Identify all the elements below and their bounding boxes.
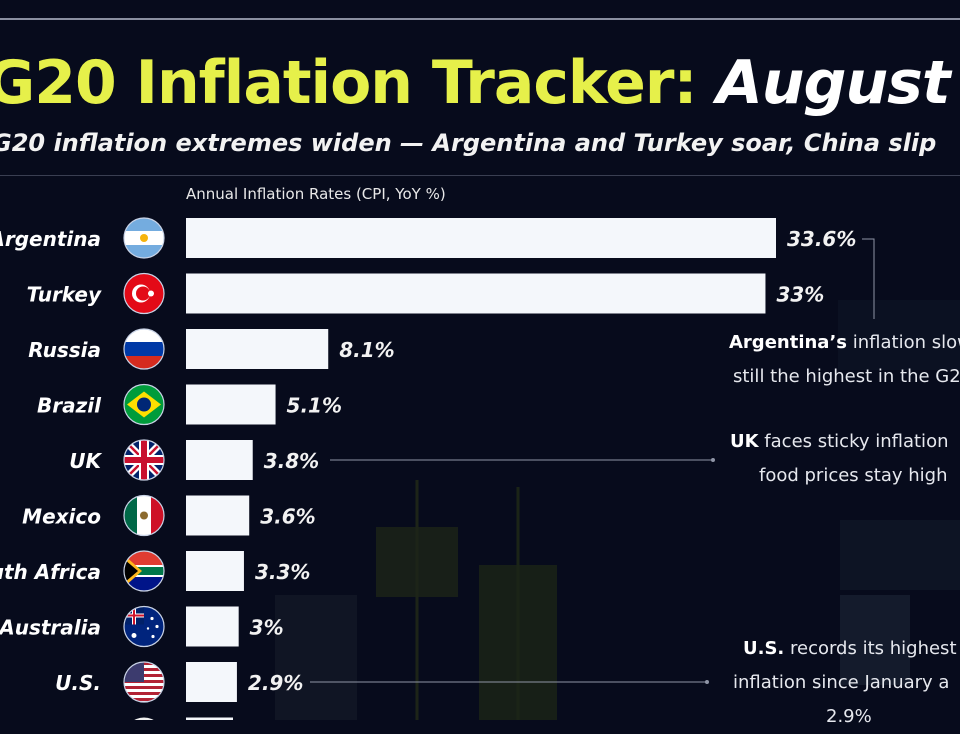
argentina-flag-icon — [123, 217, 165, 259]
bar-row: Russia 8.1% — [28, 328, 395, 370]
bar-row: South Africa 3.3% — [0, 550, 310, 592]
annotation-argentina: Argentina’s inflation slow still the hig… — [729, 326, 960, 394]
russia-flag-icon — [123, 328, 165, 370]
category-label: Russia — [28, 338, 101, 362]
annotation-text: 2.9% — [826, 706, 872, 727]
annotation-bold: Argentina’s — [729, 332, 848, 353]
bar — [186, 662, 237, 702]
turkey-flag-icon — [123, 272, 165, 315]
annotation-us: U.S. records its highest inflation since… — [733, 632, 957, 734]
bar — [186, 218, 776, 258]
category-label: U.S. — [55, 671, 101, 695]
category-label: Brazil — [37, 394, 102, 418]
bar — [186, 440, 253, 480]
category-label: Mexico — [22, 505, 101, 529]
subtitle: G20 inflation extremes widen — Argentina… — [0, 129, 937, 157]
bar — [186, 384, 276, 425]
chart-title: Annual Inflation Rates (CPI, YoY %) — [186, 185, 446, 203]
uk-flag-icon — [123, 439, 165, 481]
annotation-text: inflation slow — [847, 332, 960, 353]
us-flag-icon — [123, 661, 165, 703]
bar — [186, 273, 766, 314]
annotation-text: inflation since January a — [733, 672, 950, 693]
bar — [186, 329, 329, 369]
australia-flag-icon — [123, 605, 165, 648]
south-africa-flag-icon — [123, 550, 165, 592]
bar — [186, 717, 233, 720]
bar — [186, 495, 250, 536]
annotation-text: food prices stay high — [759, 465, 948, 486]
value-label: 3.8% — [264, 449, 319, 473]
flag-icon — [134, 717, 154, 720]
annotation-uk: UK faces sticky inflation food prices st… — [730, 425, 948, 493]
value-label: 5.1% — [287, 394, 342, 418]
value-label: 33% — [776, 283, 824, 307]
annotation-text: still the highest in the G2 — [733, 366, 960, 387]
value-label: 33.6% — [787, 227, 856, 251]
header-rule — [0, 175, 960, 176]
page-title: G20 Inflation Tracker: August — [0, 48, 951, 118]
title-month: August — [716, 48, 950, 118]
bar-row: UK 3.8% — [69, 439, 319, 481]
annotation-bold: UK — [730, 431, 759, 452]
bar-row: U.S. 2.9% — [55, 661, 303, 703]
bar-row: Argentina 33.6% — [0, 217, 856, 259]
annotation-bold: U.S. — [743, 638, 785, 659]
brazil-flag-icon — [123, 383, 165, 426]
value-label: 3% — [250, 616, 284, 640]
partial-row — [134, 717, 233, 720]
title-main: G20 Inflation Tracker: — [0, 48, 697, 118]
value-label: 2.9% — [248, 671, 303, 695]
bar — [186, 606, 239, 647]
bar — [186, 551, 244, 591]
category-label: Australia — [0, 616, 101, 640]
bar-row: Australia 3% — [0, 605, 284, 648]
value-label: 3.3% — [255, 560, 310, 584]
bar-row: Mexico 3.6% — [22, 494, 316, 537]
bar-row: Turkey 33% — [27, 272, 824, 315]
value-label: 3.6% — [260, 505, 315, 529]
bar-row: Brazil 5.1% — [37, 383, 342, 426]
mexico-flag-icon — [123, 494, 165, 537]
category-label: Argentina — [0, 227, 101, 251]
annotation-connectors — [310, 238, 875, 684]
category-label: UK — [69, 449, 102, 473]
category-label: South Africa — [0, 560, 101, 584]
value-label: 8.1% — [339, 338, 394, 362]
annotation-text: records its highest — [784, 638, 957, 659]
category-label: Turkey — [27, 283, 102, 307]
annotation-text: faces sticky inflation — [758, 431, 949, 452]
top-rule — [0, 18, 960, 20]
